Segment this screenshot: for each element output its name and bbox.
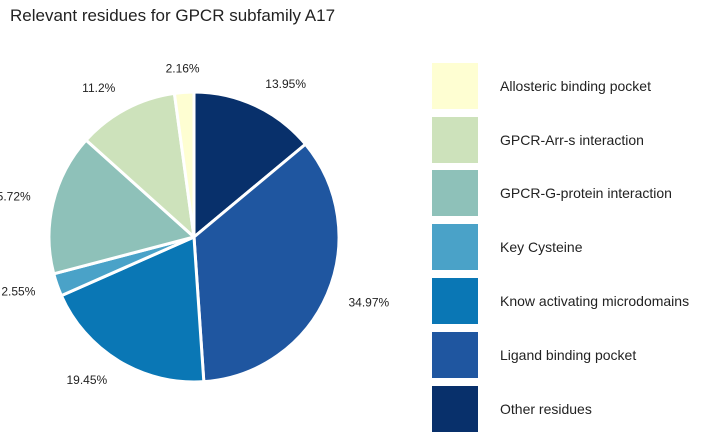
legend: Allosteric binding pocket GPCR-Arr-s int… bbox=[432, 59, 712, 436]
pie-slice-allosteric-binding-pocket bbox=[172, 90, 196, 239]
legend-item-gpcr-g-protein-interaction: GPCR-G-protein interaction bbox=[432, 167, 712, 221]
pie-slice-value-label: 11.2% bbox=[82, 81, 115, 95]
legend-label: Allosteric binding pocket bbox=[500, 77, 651, 94]
legend-item-key-cysteine: Key Cysteine bbox=[432, 220, 712, 274]
pie-slice-gpcr-g-protein-interaction bbox=[47, 138, 196, 276]
pie-slice-labels: 13.95% 34.97% 19.45% 2.55% 15.72% 11.2% 2.16% bbox=[0, 62, 390, 387]
legend-swatch bbox=[432, 62, 478, 109]
pie-slice-other-residues bbox=[192, 90, 307, 239]
pie-slice-ligand-binding-pocket bbox=[192, 142, 341, 384]
legend-swatch bbox=[432, 224, 478, 271]
legend-item-ligand-binding-pocket: Ligand binding pocket bbox=[432, 328, 712, 382]
pie-slices bbox=[47, 90, 341, 384]
legend-swatch bbox=[432, 170, 478, 217]
pie-slice-value-label: 13.95% bbox=[265, 77, 306, 91]
legend-swatch bbox=[432, 331, 478, 378]
legend-label: Other residues bbox=[500, 400, 592, 417]
legend-item-know-activating-microdomains: Know activating microdomains bbox=[432, 274, 712, 328]
pie-slice-value-label: 15.72% bbox=[0, 190, 31, 204]
legend-label: GPCR-G-protein interaction bbox=[500, 185, 672, 202]
pie-slice-value-label: 34.97% bbox=[349, 295, 390, 309]
chart-title: Relevant residues for GPCR subfamily A17 bbox=[10, 6, 336, 25]
legend-label: Know activating microdomains bbox=[500, 293, 690, 310]
legend-swatch bbox=[432, 385, 478, 432]
pie-slice-gpcr-arr-s-interaction bbox=[84, 91, 196, 239]
pie-slice-know-activating-microdomains bbox=[59, 235, 206, 384]
legend-swatch bbox=[432, 278, 478, 325]
legend-label: GPCR-Arr-s interaction bbox=[500, 131, 644, 148]
legend-label: Ligand binding pocket bbox=[500, 346, 637, 363]
pie-slice-value-label: 19.45% bbox=[66, 373, 107, 387]
legend-label: Key Cysteine bbox=[500, 239, 583, 256]
pie-slice-value-label: 2.16% bbox=[166, 62, 200, 76]
legend-item-gpcr-arr-s-interaction: GPCR-Arr-s interaction bbox=[432, 113, 712, 167]
legend-item-allosteric-binding-pocket: Allosteric binding pocket bbox=[432, 59, 712, 113]
legend-swatch bbox=[432, 116, 478, 163]
pie-slice-value-label: 2.55% bbox=[1, 285, 35, 299]
legend-item-other-residues: Other residues bbox=[432, 382, 712, 436]
